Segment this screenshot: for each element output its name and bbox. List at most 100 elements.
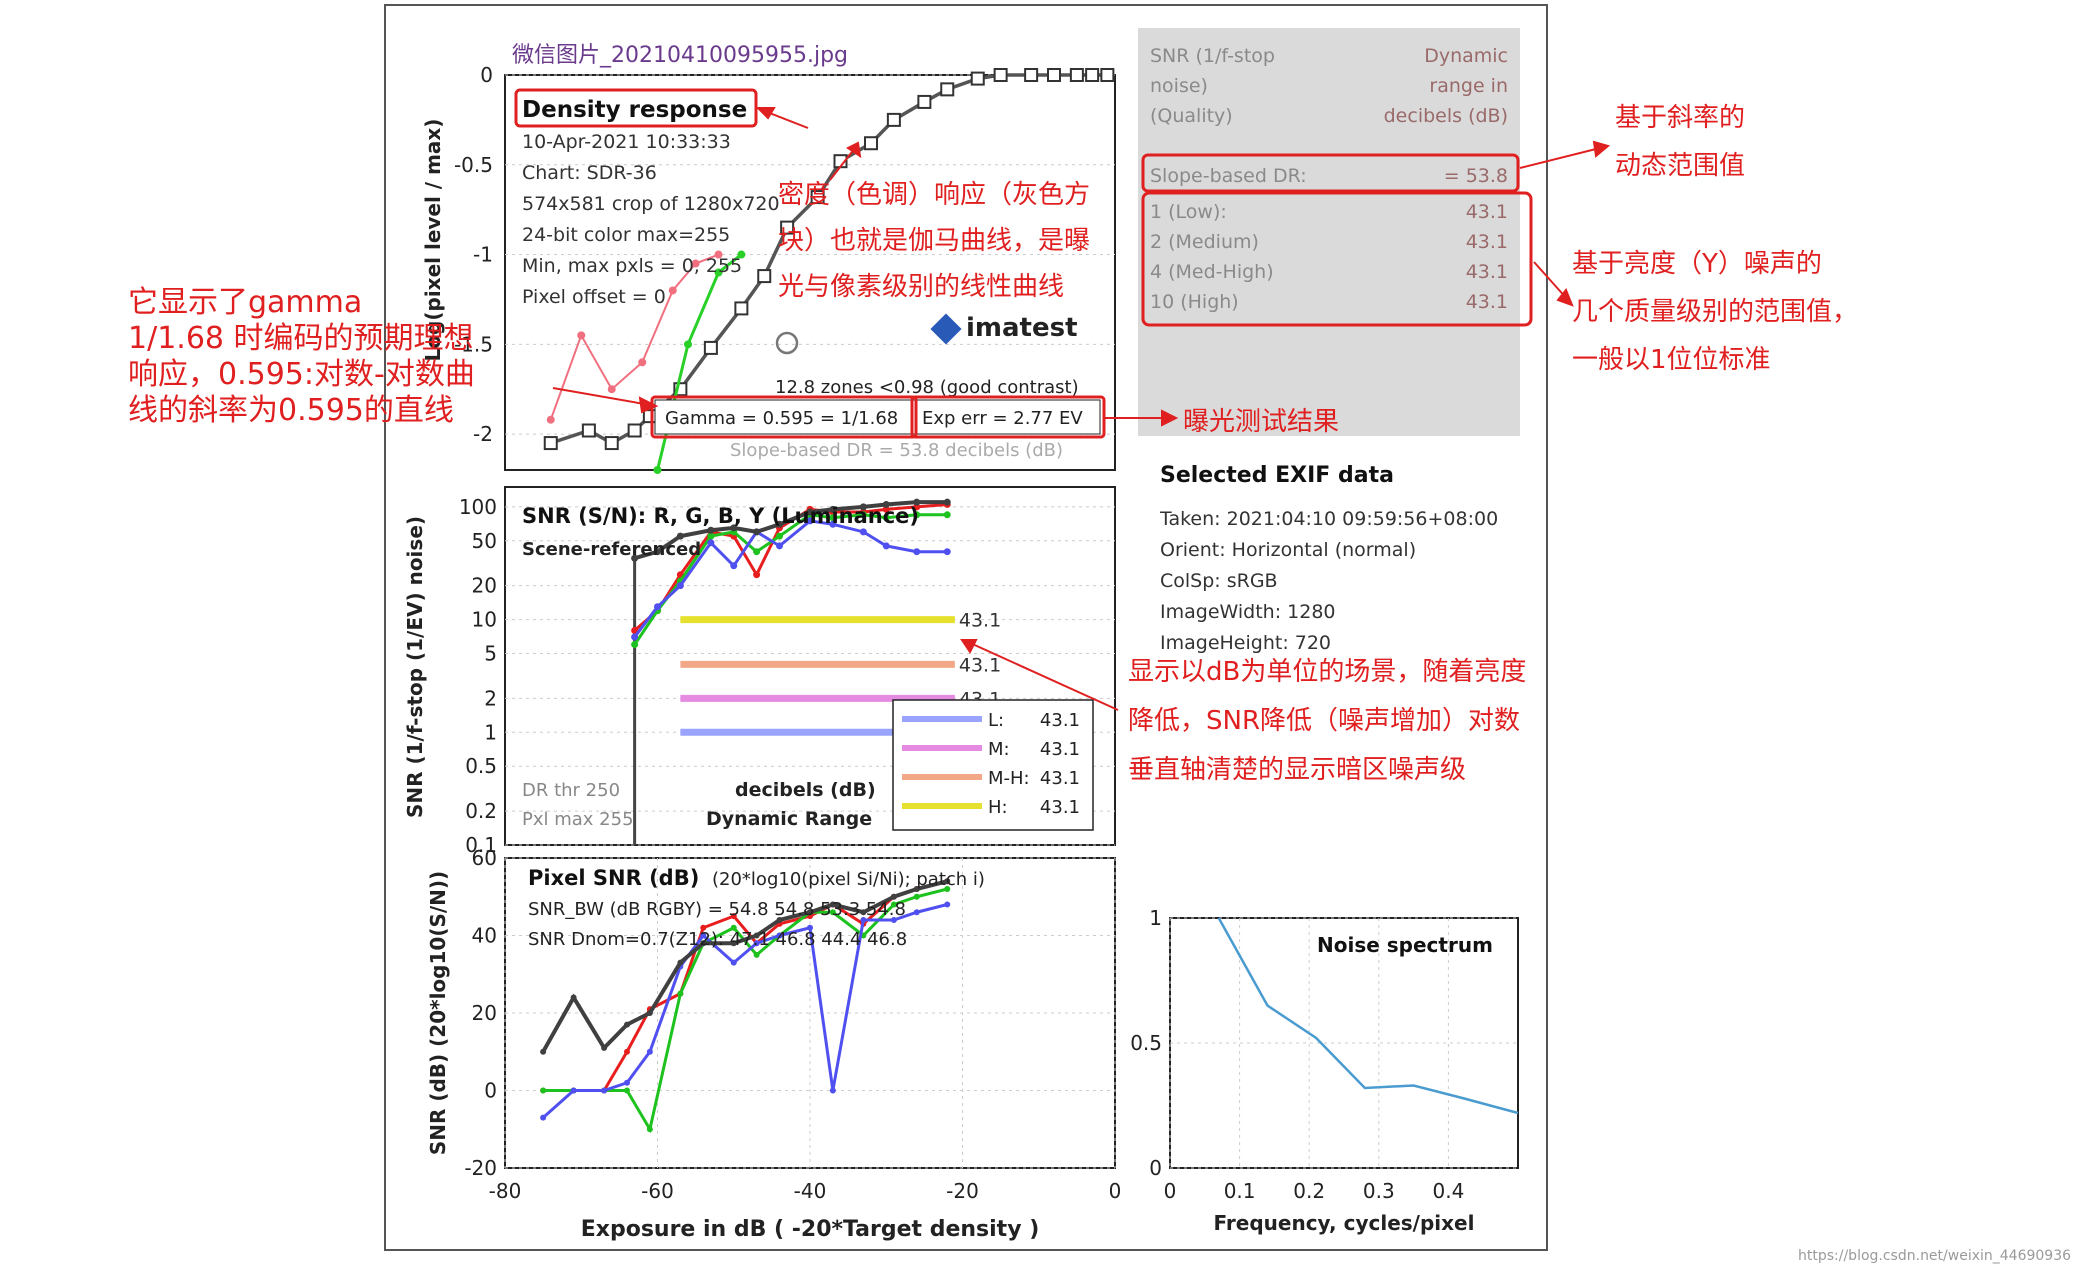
quality-note-line-1: 几个质量级别的范围值， bbox=[1572, 297, 1858, 327]
snr-point-g-8 bbox=[829, 514, 837, 522]
pixel-point-b-14 bbox=[913, 909, 920, 916]
arrowhead-quality bbox=[1556, 288, 1574, 307]
pixel-point-b-2 bbox=[601, 1087, 608, 1094]
snr-dnom-line: SNR Dnom=0.7(Z12): 47.1 46.8 44.4 46.8 bbox=[528, 929, 907, 950]
pixel-point-y-10 bbox=[807, 909, 813, 916]
pixel-point-b-13 bbox=[890, 917, 897, 923]
dr-header-right-2: decibels (dB) bbox=[1384, 105, 1508, 127]
zones-text: 12.8 zones <0.98 (good contrast) bbox=[775, 377, 1079, 398]
pixel-point-b-1 bbox=[570, 1087, 577, 1094]
density-point-2-3 bbox=[737, 250, 746, 259]
pixel-xtick-2: -40 bbox=[794, 1179, 827, 1203]
exif-line-0: Taken: 2021:04:10 09:59:56+08:00 bbox=[1159, 508, 1498, 530]
exif-line-2: ColSp: sRGB bbox=[1160, 570, 1278, 592]
snr-dr-bars: 43.143.143.143.1 bbox=[680, 610, 1001, 744]
snr-point-b-1 bbox=[654, 603, 661, 611]
dr-header-left-1: noise) bbox=[1150, 75, 1208, 97]
snr-legend-value-0: 43.1 bbox=[1040, 710, 1080, 731]
snr-legend-name-0: L: bbox=[988, 710, 1004, 731]
dr-table-bg bbox=[1138, 28, 1520, 436]
pixel-point-b-12 bbox=[860, 917, 867, 923]
pxl-max-text: Pxl max 255 bbox=[522, 809, 634, 830]
pixel-point-g-11 bbox=[829, 909, 836, 916]
pixel-point-y-9 bbox=[776, 917, 783, 923]
pixel-point-y-6 bbox=[700, 940, 707, 947]
snr-ylabel: SNR (1/f-stop (1/EV) noise) bbox=[403, 516, 427, 818]
noise-line bbox=[1217, 917, 1519, 1115]
snr-point-b-0 bbox=[631, 633, 639, 641]
exif-line-1: Orient: Horizontal (normal) bbox=[1160, 539, 1416, 561]
pixel-series-y bbox=[541, 879, 948, 1053]
slope-dr-text: Slope-based DR = 53.8 decibels (dB) bbox=[730, 440, 1063, 461]
noise-ytick-1: 0.5 bbox=[1130, 1031, 1162, 1055]
arrowhead-density-title bbox=[755, 107, 776, 120]
density-yticks: 0 -0.5 -1 -1.5 -2 bbox=[454, 63, 493, 446]
snr-point-b-3 bbox=[707, 539, 715, 547]
density-title-box bbox=[514, 88, 758, 128]
pixel-point-y-4 bbox=[646, 1010, 653, 1016]
rotate-cursor-icon bbox=[775, 331, 799, 355]
snr-ytick-1: 50 bbox=[472, 529, 497, 553]
exif-line-3: ImageWidth: 1280 bbox=[1160, 601, 1336, 623]
snr-point-y-8 bbox=[829, 505, 837, 513]
pixel-xlabel: Exposure in dB ( -20*Target density ) bbox=[581, 1217, 1040, 1242]
pixel-xtick-1: -60 bbox=[641, 1179, 674, 1203]
snr-point-b-2 bbox=[676, 582, 684, 590]
dr-row-label-0: 1 (Low): bbox=[1150, 201, 1227, 223]
snr-note-line-2: 垂直轴清楚的显示暗区噪声级 bbox=[1128, 755, 1466, 785]
pixel-xtick-0: -80 bbox=[489, 1179, 522, 1203]
pixel-lines bbox=[540, 878, 951, 1134]
slope-note-line-1: 动态范围值 bbox=[1615, 151, 1745, 181]
density-point-1-4 bbox=[668, 286, 677, 295]
snr-ytick-4: 5 bbox=[484, 641, 497, 665]
snr-ytick-7: 0.5 bbox=[465, 754, 497, 778]
density-info-line-2: 574x581 crop of 1280x720 bbox=[522, 193, 780, 215]
snr-dr-bar-label-m-h: 43.1 bbox=[959, 654, 1001, 676]
exp-err-box bbox=[914, 399, 1101, 435]
dynamic-range-label: Dynamic Range bbox=[706, 808, 872, 830]
dr-header-right-0: Dynamic bbox=[1424, 45, 1508, 67]
density-point-0-1 bbox=[581, 423, 596, 438]
dr-row-value-2: 43.1 bbox=[1466, 261, 1508, 283]
snr-ytick-5: 2 bbox=[484, 686, 497, 710]
snr-note-line-1: 降低，SNR降低（噪声增加）对数 bbox=[1128, 706, 1520, 736]
pixel-point-b-4 bbox=[646, 1048, 653, 1055]
exif-title: Selected EXIF data bbox=[1160, 463, 1394, 488]
snr-bw-line: SNR_BW (dB RGBY) = 54.8 54.8 53.3 54.8 bbox=[528, 899, 906, 920]
snr-point-g-6 bbox=[776, 532, 783, 540]
noise-ticks: 0 0.5 1 0 0.1 0.2 0.3 0.4 bbox=[1130, 906, 1464, 1203]
dr-row-label-2: 4 (Med-High) bbox=[1150, 261, 1274, 283]
snr-legend-value-1: 43.1 bbox=[1040, 739, 1080, 760]
arrowhead-exposure bbox=[1161, 409, 1179, 427]
pixel-xtick-3: -20 bbox=[946, 1179, 979, 1203]
density-ytick-1: -0.5 bbox=[454, 153, 493, 177]
pixel-point-y-13 bbox=[890, 893, 897, 900]
noise-xtick-0: 0 bbox=[1164, 1179, 1177, 1203]
pixel-point-b-6 bbox=[700, 932, 707, 939]
density-point-1-3 bbox=[638, 358, 647, 367]
density-point-1-6 bbox=[714, 250, 723, 259]
snr-point-y-11 bbox=[913, 498, 921, 506]
snr-point-g-11 bbox=[913, 511, 921, 519]
snr-point-g-5 bbox=[753, 548, 761, 556]
density-point-0-20 bbox=[1069, 68, 1084, 82]
density-point-0-8 bbox=[757, 269, 772, 284]
dr-row-value-1: 43.1 bbox=[1466, 231, 1508, 253]
snr-point-y-5 bbox=[753, 528, 761, 536]
imatest-logo-text: imatest bbox=[966, 313, 1078, 343]
snr-legend-value-2: 43.1 bbox=[1040, 768, 1080, 789]
noise-ytick-2: 1 bbox=[1149, 906, 1162, 930]
density-info-line-0: 10-Apr-2021 10:33:33 bbox=[522, 131, 731, 153]
arrowhead-snr bbox=[960, 639, 978, 654]
imatest-logo-icon bbox=[930, 313, 962, 345]
pixel-series-b bbox=[542, 903, 948, 1119]
pixel-series-r bbox=[543, 879, 948, 1092]
dr-thr-text: DR thr 250 bbox=[522, 780, 620, 801]
snr-point-y-3 bbox=[707, 526, 715, 534]
pixel-ytick-2: 20 bbox=[472, 1001, 497, 1025]
pixel-point-y-1 bbox=[570, 994, 577, 1001]
density-info-line-4: Min, max pxls = 0, 255 bbox=[522, 255, 742, 277]
pixel-point-b-9 bbox=[776, 932, 783, 939]
slope-label: Slope-based DR: bbox=[1150, 165, 1307, 187]
